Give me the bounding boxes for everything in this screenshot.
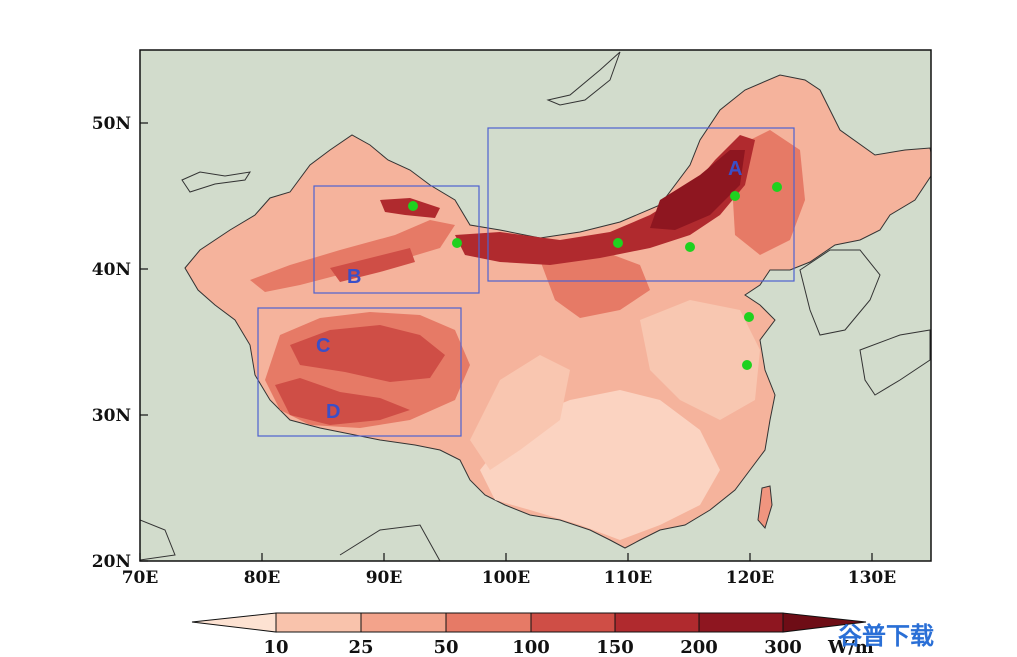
- kazakh-outline: [181, 171, 252, 193]
- colorbar-segment: [698, 612, 784, 633]
- lat-label: 20N: [92, 552, 131, 572]
- region-label-c: C: [316, 335, 330, 357]
- tibet-c-high: [290, 325, 445, 382]
- station-marker: [408, 201, 418, 211]
- station-marker: [452, 238, 462, 248]
- neighbor-coastline: [546, 51, 621, 106]
- lon-label: 70E: [122, 568, 159, 588]
- colorbar-level: 100: [512, 637, 550, 657]
- colorbar-right-arrow: [782, 612, 867, 633]
- station-marker: [685, 242, 695, 252]
- colorbar-left-arrow: [191, 612, 277, 633]
- colorbar-segment: [530, 612, 616, 633]
- lon-label: 110E: [604, 568, 652, 588]
- xinjiang-north-band: [250, 220, 455, 292]
- colorbar-segment: [614, 612, 700, 633]
- station-marker: [744, 312, 754, 322]
- station-marker: [742, 360, 752, 370]
- colorbar-segment: [275, 612, 362, 633]
- colorbar-segment: [445, 612, 532, 633]
- taiwan-island: [757, 485, 773, 530]
- lon-label: 80E: [244, 568, 281, 588]
- region-box-b: [313, 185, 480, 294]
- colorbar-level: 200: [680, 637, 718, 657]
- east-light-region: [640, 300, 760, 420]
- region-box-cd: [257, 307, 462, 437]
- lon-ticks: [139, 553, 873, 561]
- region-label-b: B: [347, 266, 361, 288]
- korea-peninsula-outline: [799, 249, 881, 336]
- colorbar: 10 25 50 100 150 200 300 W/m: [191, 612, 874, 657]
- lat-ticks: [140, 122, 148, 562]
- southwest-outline: [140, 519, 441, 561]
- northern-belt-high: [455, 135, 755, 265]
- region-label-d: D: [326, 401, 340, 423]
- lat-label: 40N: [92, 260, 131, 280]
- colorbar-unit: W/m: [827, 637, 874, 657]
- colorbar-level: 50: [433, 637, 458, 657]
- map-frame: [139, 49, 932, 562]
- watermark-logo: 谷普下载: [838, 622, 934, 650]
- colorbar-level: 300: [764, 637, 802, 657]
- region-label-a: A: [728, 158, 742, 180]
- colorbar-level: 10: [263, 637, 288, 657]
- lon-label: 100E: [482, 568, 530, 588]
- colorbar-level: 25: [348, 637, 373, 657]
- lon-label: 120E: [726, 568, 774, 588]
- colorbar-level: 150: [596, 637, 634, 657]
- region-box-a: [487, 127, 795, 282]
- region-b-high: [330, 248, 415, 282]
- lat-label: 30N: [92, 406, 131, 426]
- station-marker: [730, 191, 740, 201]
- tibet-d-high: [275, 378, 410, 425]
- inner-mongolia-high: [650, 150, 745, 230]
- station-markers: [408, 182, 782, 370]
- station-marker: [772, 182, 782, 192]
- loess-high: [540, 250, 650, 318]
- lat-label: 50N: [92, 114, 131, 134]
- station-marker: [613, 238, 623, 248]
- lon-label: 130E: [848, 568, 896, 588]
- southwest-light-region: [470, 355, 570, 470]
- lon-label: 90E: [366, 568, 403, 588]
- japan-outline: [859, 329, 931, 396]
- colorbar-segment: [360, 612, 447, 633]
